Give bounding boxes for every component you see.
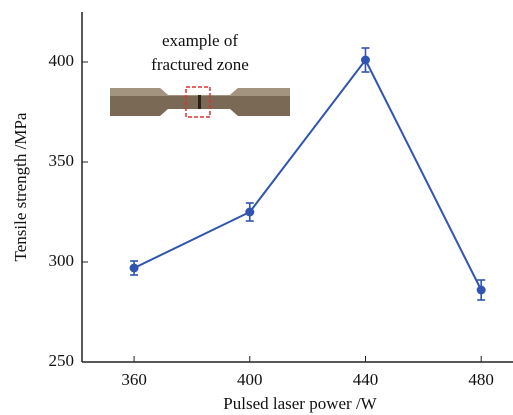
y-axis-label: Tensile strength /MPa [11,112,30,261]
x-tick-label: 440 [353,370,379,389]
y-tick-label: 300 [49,251,75,270]
y-tick-label: 250 [49,351,75,370]
y-tick-label: 350 [49,151,75,170]
x-tick-label: 400 [237,370,263,389]
annotation: example of [162,31,238,50]
data-point [360,55,370,65]
specimen-photo [110,86,290,118]
data-line [133,58,483,291]
x-axis-label: Pulsed laser power /W [223,394,377,413]
x-tick-label: 480 [468,370,494,389]
y-tick-label: 400 [49,51,75,70]
data-point [129,263,139,273]
data-point [476,285,486,295]
data-point [245,207,255,217]
annotation: fractured zone [151,55,249,74]
x-tick-label: 360 [121,370,147,389]
